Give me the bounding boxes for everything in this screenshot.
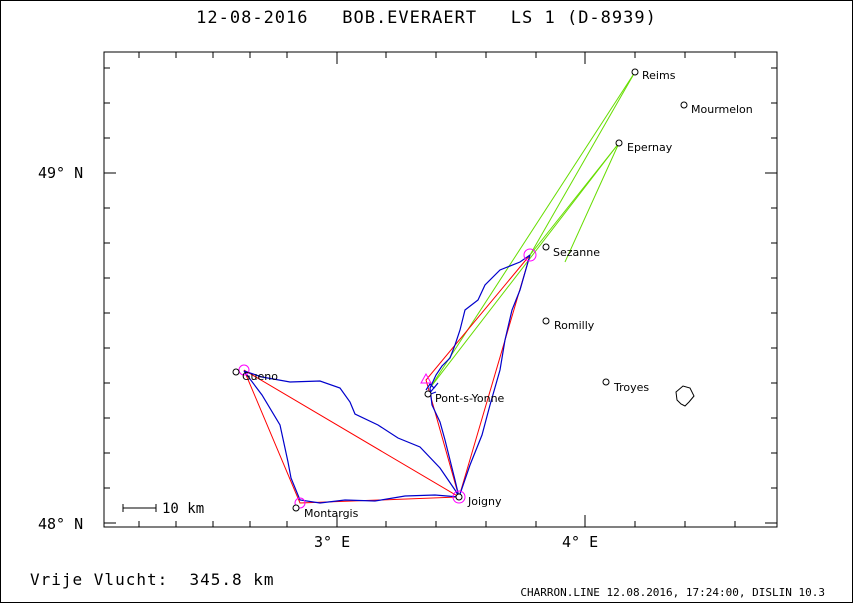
turnpoint-markers xyxy=(238,248,537,509)
pilot-name: BOB.EVERAERT xyxy=(342,8,478,28)
task-lines xyxy=(243,254,531,504)
lat-label-49: 49° N xyxy=(38,164,84,182)
scale-label: 10 km xyxy=(162,501,204,517)
place-marker-reims xyxy=(631,68,639,76)
flight-date: 12-08-2016 xyxy=(196,8,309,28)
place-label-joigny: Joigny xyxy=(467,495,502,508)
place-marker-troyes xyxy=(602,378,610,386)
place-marker-sezanne xyxy=(542,243,550,251)
scale-bar xyxy=(122,504,157,512)
page-title: 12-08-2016 BOB.EVERAERT LS 1 (D-8939) xyxy=(0,8,853,28)
lat-label-48: 48° N xyxy=(38,515,84,533)
place-marker-epernay xyxy=(615,139,623,147)
place-markers xyxy=(232,68,688,512)
glider-id: LS 1 (D-8939) xyxy=(510,8,657,28)
map-frame xyxy=(103,51,778,528)
distance-label: Vrije Vlucht: xyxy=(30,570,169,589)
place-marker-pont-s-yonne xyxy=(424,390,432,398)
credits-line: CHARRON.LINE 12.08.2016, 17:24:00, DISLI… xyxy=(520,586,825,599)
place-label-romilly: Romilly xyxy=(554,319,595,332)
lon-label-3e: 3° E xyxy=(314,533,351,551)
place-marker-romilly xyxy=(542,317,550,325)
lon-label-4e: 4° E xyxy=(562,533,599,551)
place-label-gueno: Gueno xyxy=(242,370,278,383)
turnpoint-sezanne-area xyxy=(523,248,537,262)
turnpoint-montargis xyxy=(294,497,306,509)
distance-value: 345.8 km xyxy=(189,570,275,589)
lake-outline xyxy=(675,385,695,407)
start-triangle xyxy=(420,372,432,384)
place-label-reims: Reims xyxy=(642,69,676,82)
distance-summary: Vrije Vlucht: 345.8 km xyxy=(30,570,275,589)
place-marker-montargis xyxy=(292,504,300,512)
place-label-montargis: Montargis xyxy=(304,507,359,520)
place-label-sezanne: Sezanne xyxy=(553,246,600,259)
turnpoint-joigny xyxy=(452,490,466,504)
place-label-epernay: Epernay xyxy=(627,141,673,154)
alt-task-lines xyxy=(429,71,636,389)
place-marker-joigny xyxy=(455,493,463,501)
place-label-mourmelon: Mourmelon xyxy=(691,103,753,116)
turnpoint-gueno xyxy=(238,364,250,376)
place-marker-gueno xyxy=(232,368,240,376)
place-marker-mourmelon xyxy=(680,101,688,109)
flight-track xyxy=(243,254,531,504)
axis-ticks xyxy=(104,52,777,527)
place-label-pont-s-yonne: Pont-s-Yonne xyxy=(435,392,505,405)
place-label-troyes: Troyes xyxy=(613,381,649,394)
